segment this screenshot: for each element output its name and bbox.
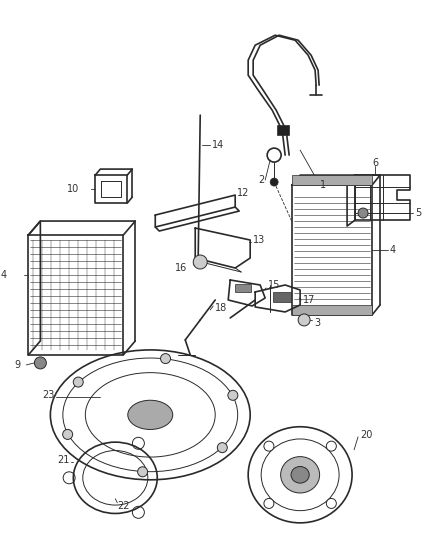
Text: 13: 13 — [253, 235, 265, 245]
Circle shape — [326, 441, 336, 451]
Text: 4: 4 — [390, 245, 396, 255]
Circle shape — [63, 430, 73, 439]
Bar — [277, 125, 289, 135]
Circle shape — [193, 255, 207, 269]
Circle shape — [138, 467, 148, 477]
Circle shape — [264, 498, 274, 508]
Text: 23: 23 — [42, 390, 55, 400]
Text: 21: 21 — [57, 455, 70, 465]
Circle shape — [264, 441, 274, 451]
Circle shape — [326, 498, 336, 508]
Text: 4: 4 — [0, 270, 7, 280]
Text: 18: 18 — [215, 303, 227, 313]
Text: 6: 6 — [372, 158, 378, 168]
Ellipse shape — [291, 466, 309, 483]
Circle shape — [161, 353, 170, 364]
Text: 16: 16 — [175, 263, 187, 273]
Circle shape — [298, 314, 310, 326]
Bar — [273, 292, 291, 302]
Text: 1: 1 — [320, 180, 326, 190]
Circle shape — [217, 442, 227, 453]
Text: 17: 17 — [303, 295, 315, 305]
Circle shape — [34, 357, 46, 369]
Text: 22: 22 — [117, 501, 130, 511]
Bar — [292, 305, 372, 315]
Text: 3: 3 — [314, 318, 320, 328]
Text: 2: 2 — [258, 175, 265, 185]
Ellipse shape — [281, 457, 320, 493]
Text: 20: 20 — [360, 430, 372, 440]
Circle shape — [228, 390, 238, 400]
Circle shape — [270, 178, 278, 186]
Text: 14: 14 — [212, 140, 224, 150]
Bar — [235, 284, 251, 292]
Text: 15: 15 — [268, 280, 280, 290]
Text: 12: 12 — [237, 188, 250, 198]
Ellipse shape — [128, 400, 173, 430]
Circle shape — [358, 208, 368, 218]
Circle shape — [73, 377, 83, 387]
Bar — [292, 175, 372, 185]
Text: 5: 5 — [415, 208, 421, 218]
Text: 9: 9 — [14, 360, 21, 370]
Text: 10: 10 — [67, 184, 80, 194]
